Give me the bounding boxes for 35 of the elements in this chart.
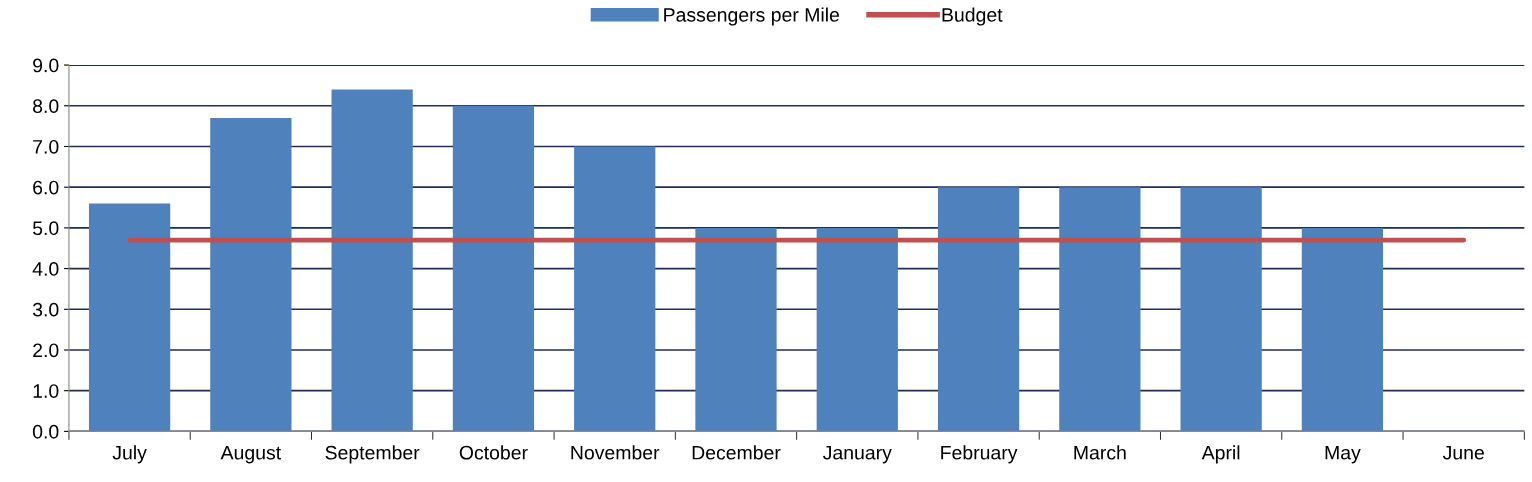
y-tick-label: 8.0 [33,99,59,114]
x-tick-label: November [571,445,660,460]
bar [1301,227,1384,432]
legend-label: Budget [942,7,1003,26]
x-tick-label: September [325,445,420,464]
x-tick-label: April [1201,445,1240,464]
bar [88,203,171,432]
x-tick-label: May [1325,445,1361,464]
x-tick-label: January [823,445,892,464]
y-tick-label: 0.0 [32,424,59,439]
bar [695,227,777,432]
y-tick-label: 2.0 [33,343,59,358]
y-tick-label: 4.0 [32,262,59,276]
bar [210,117,292,432]
x-tick-label: October [459,445,528,460]
bar [574,146,656,432]
x-tick-label: June [1442,445,1484,460]
x-tick-label: July [112,445,147,464]
x-tick-label: March [1074,445,1126,460]
bar [1180,187,1262,432]
y-tick-label: 1.0 [33,384,59,398]
y-tick-label: 9.0 [33,58,59,73]
y-tick-label: 6.0 [33,180,59,195]
x-tick-label: August [220,445,281,464]
y-tick-label: 3.0 [32,302,59,317]
legend-label: Passengers per Mile [664,7,840,26]
bar [816,227,898,432]
y-tick-label: 5.0 [32,221,59,236]
bar [937,187,1020,432]
bar [452,105,535,432]
y-tick-label: 7.0 [33,139,59,154]
bar [331,89,413,432]
x-tick-label: December [692,445,781,460]
x-tick-label: February [941,445,1018,464]
bar [1059,187,1141,432]
